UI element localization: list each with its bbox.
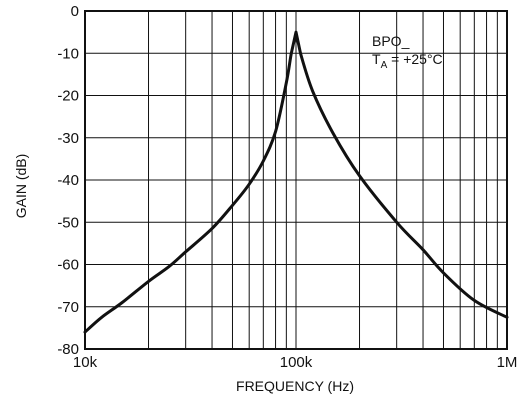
x-axis-title: FREQUENCY (Hz) xyxy=(236,378,354,394)
y-tick-label: -50 xyxy=(57,214,79,231)
annotation-line-2: TA = +25°C xyxy=(372,51,443,71)
x-tick-label: 100k xyxy=(280,354,313,371)
annotation-line-1: BPO_ xyxy=(372,33,410,49)
annotation: BPO_ TA = +25°C xyxy=(372,33,443,71)
annotation-t: T xyxy=(372,51,381,67)
gain-curve xyxy=(83,30,509,334)
y-tick-label: -10 xyxy=(57,45,79,62)
x-tick-label: 10k xyxy=(73,354,98,371)
annotation-temp: = +25°C xyxy=(387,51,442,67)
y-tick-label: -60 xyxy=(57,257,79,274)
x-tick-label: 1M xyxy=(497,354,518,371)
y-tick-label: -70 xyxy=(57,299,79,316)
annotation-subscript: A xyxy=(381,60,388,71)
y-tick-label: -20 xyxy=(57,88,79,105)
y-axis-title: GAIN (dB) xyxy=(13,154,29,219)
y-tick-label: -80 xyxy=(57,341,79,358)
grid xyxy=(85,11,507,349)
y-tick-label: -30 xyxy=(57,130,79,147)
plot-frame xyxy=(84,10,508,350)
y-tick-label: -40 xyxy=(57,172,79,189)
y-tick-label: 0 xyxy=(71,3,79,20)
